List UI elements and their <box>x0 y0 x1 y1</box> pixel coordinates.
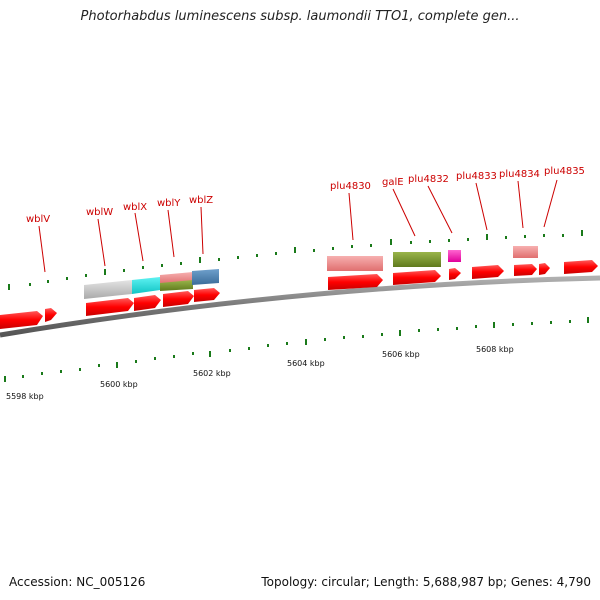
gene-arrow[interactable] <box>163 291 194 307</box>
scale-label: 5604 kbp <box>287 359 325 368</box>
gene-label-plu4833[interactable]: plu4833 <box>456 171 497 182</box>
feature-block-cyan[interactable] <box>132 277 160 294</box>
gene-label-wblV[interactable]: wblV <box>26 214 50 225</box>
gene-arrow[interactable] <box>0 311 43 329</box>
feature-block-grey[interactable] <box>84 280 132 299</box>
scale-label: 5598 kbp <box>6 392 44 401</box>
feature-blocks <box>84 246 538 299</box>
scale-label: 5608 kbp <box>476 345 514 354</box>
gene-arrows <box>0 260 598 329</box>
genome-backbone <box>0 275 600 338</box>
gene-label-wblZ[interactable]: wblZ <box>189 195 213 206</box>
gene-arrow[interactable] <box>393 270 441 285</box>
gene-label-plu4834[interactable]: plu4834 <box>499 169 540 180</box>
feature-block-galE[interactable] <box>393 252 441 267</box>
feature-block-plu4830[interactable] <box>327 256 383 271</box>
map-title: Photorhabdus luminescens subsp. laumondi… <box>80 9 520 24</box>
gene-arrow[interactable] <box>472 265 504 279</box>
gene-label-wblX[interactable]: wblX <box>123 202 147 213</box>
gene-label-galE[interactable]: galE <box>382 177 404 188</box>
gene-arrow[interactable] <box>539 263 550 275</box>
feature-block-olive[interactable] <box>160 280 193 291</box>
gene-label-leaders <box>38 179 558 273</box>
scale-label: 5602 kbp <box>193 369 231 378</box>
gene-label-plu4835[interactable]: plu4835 <box>544 166 585 177</box>
gene-label-wblW[interactable]: wblW <box>86 207 113 218</box>
gene-arrow[interactable] <box>514 264 537 276</box>
gene-arrow[interactable] <box>134 295 161 311</box>
gene-arrow[interactable] <box>194 288 220 302</box>
scale-label: 5600 kbp <box>100 380 138 389</box>
feature-block-plu4832[interactable] <box>448 250 461 262</box>
lower-scale-track <box>4 317 589 382</box>
gene-label-plu4832[interactable]: plu4832 <box>408 174 449 185</box>
scale-label: 5606 kbp <box>382 350 420 359</box>
accession-text: Accession: NC_005126 <box>9 575 146 589</box>
genome-summary-text: Topology: circular; Length: 5,688,987 bp… <box>261 575 591 589</box>
gene-label-wblY[interactable]: wblY <box>157 198 181 209</box>
gene-arrow[interactable] <box>449 268 461 280</box>
gene-arrow[interactable] <box>564 260 598 274</box>
upper-tick-track <box>8 230 583 290</box>
gene-arrow[interactable] <box>328 274 383 290</box>
gene-arrow[interactable] <box>86 298 134 316</box>
feature-block-steel[interactable] <box>192 269 219 285</box>
gene-label-plu4830[interactable]: plu4830 <box>330 181 371 192</box>
gene-arrow[interactable] <box>45 308 57 322</box>
feature-block-plu4834[interactable] <box>513 246 538 258</box>
